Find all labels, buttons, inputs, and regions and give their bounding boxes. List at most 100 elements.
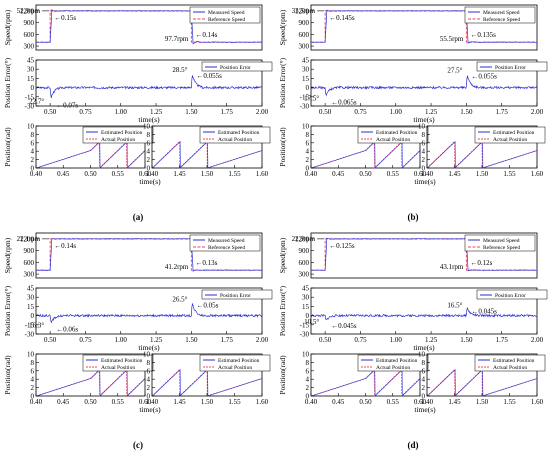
error-settle-1-label: ←0.07s [56,102,78,110]
position-right-y-tick-label: 6 [147,367,151,375]
error-legend-label: Position Error [220,65,251,71]
position-left-x-tick-label: 0.45 [57,170,70,178]
position-right-x-tick-label: 1.50 [476,398,489,406]
error-legend-label: Position Error [495,293,526,299]
error-peak-2-label: 26.5° [172,295,187,303]
speed-axes [310,4,538,51]
speed-legend-label: Measured Speed [483,238,520,244]
error-peak-2-label: 16.5° [447,301,462,309]
position-left-legend-label: Actual Position [376,365,410,371]
position-left-actual-line [310,368,421,397]
position-right-x-tick-label: 1.45 [448,170,461,178]
position-ylabel: Position(rad) [3,355,12,395]
position-left-estimated-line [311,369,421,397]
position-right-x-tick-label: 1.45 [448,398,461,406]
position-left-y-tick-label: 4 [31,376,35,384]
speed-y-tick-label: 300 [24,43,35,51]
error-peak-2-label: 28.5° [172,66,187,74]
speed-overshoot-down-label: 41.2rpm [165,263,189,271]
position-right-legend-label: Estimated Position [218,130,260,136]
position-right-estimated-line [152,140,263,169]
speed-overshoot-up-label: 33.5rpm [292,7,316,15]
position-right-x-tick-label: 1.55 [228,398,241,406]
position-right-y-tick-label: 6 [422,139,426,147]
speed-y-tick-label: 900 [299,247,310,255]
position-right-y-tick-label: 0 [422,165,426,173]
speed-legend-box [464,234,536,252]
error-peak-1-label: 10.5° [304,318,319,326]
position-left-x-tick-label: 0.55 [112,170,125,178]
speed-ylabel: Speed(rpm) [278,9,287,45]
position-right-y-tick-label: 0 [147,165,151,173]
position-left-y-tick-label: 6 [31,139,35,147]
error-legend-label: Position Error [495,65,526,71]
position-right-y-tick-label: 4 [422,376,426,384]
error-axes [310,59,538,107]
position-left-actual-line [35,368,146,397]
position-right-y-tick-label: 6 [147,139,151,147]
position-left-legend-label: Actual Position [101,365,135,371]
position-left-legend-box [357,126,429,144]
error-x-tick-label: 2.00 [256,108,269,116]
position-left-y-tick-label: 6 [306,139,310,147]
error-y-tick-label: -15 [300,93,310,101]
speed-ylabel: Speed(rpm) [3,237,12,273]
position-right-y-tick-label: 2 [147,384,151,392]
position-left-legend-label: Estimated Position [376,358,418,364]
error-x-tick-label: 1.25 [425,336,438,344]
position-left-actual-line [35,140,146,169]
position-right-legend-box [474,354,546,372]
position-left-y-tick-label: 4 [31,148,35,156]
speed-overshoot-down-label: 97.7rpm [165,35,189,43]
speed-legend-label: Reference Speed [208,16,245,23]
position-left-legend-label: Estimated Position [376,130,418,136]
speed-y-tick-label: 300 [299,43,310,51]
position-left-y-tick-label: 0 [31,393,35,401]
position-left-x-tick-label: 0.60 [414,398,427,406]
speed-settle-down-label: ←0.14s [195,31,217,39]
position-error-line [35,75,263,99]
position-left-x-tick-label: 0.40 [305,170,318,178]
position-left-actual-line [310,140,421,169]
position-left-legend-box [82,126,154,144]
error-x-tick-label: 1.00 [390,336,403,344]
error-legend-label: Position Error [220,293,251,299]
speed-legend-box [189,6,261,24]
error-y-tick-label: -15 [300,321,310,329]
speed-overshoot-down-label: 43.1rpm [440,263,464,271]
error-settle-2-label: ←0.055s [471,73,497,81]
error-x-tick-label: 0.50 [319,336,332,344]
position-right-x-tick-label: 1.50 [476,170,489,178]
position-left-x-tick-label: 0.55 [112,398,125,406]
position-left-y-tick-label: 0 [306,165,310,173]
position-right-y-tick-label: 8 [422,359,426,367]
speed-settle-down-label: ←0.12s [470,259,492,267]
error-peak-1-label: 16.3° [29,322,44,330]
position-right-x-tick-label: 1.55 [503,398,516,406]
panel-caption: (b) [408,212,419,222]
error-ylabel: Position Error(°) [3,285,12,336]
position-left-y-tick-label: 0 [306,393,310,401]
speed-legend-box [189,234,261,252]
error-y-tick-label: 15 [302,75,310,83]
position-right-legend-label: Actual Position [218,365,252,371]
speed-legend-label: Reference Speed [483,244,520,251]
position-left-x-tick-label: 0.50 [84,170,97,178]
position-right-x-tick-label: 1.40 [421,398,434,406]
error-x-tick-label: 1.00 [115,336,128,344]
position-left-legend-label: Actual Position [101,137,135,143]
position-right-legend-label: Estimated Position [493,130,535,136]
speed-y-tick-label: 600 [299,259,310,267]
error-x-tick-label: 0.50 [319,108,332,116]
position-right-y-tick-label: 10 [143,351,151,359]
position-left-x-tick-label: 0.45 [332,170,345,178]
error-y-tick-label: 0 [306,312,310,320]
error-x-tick-label: 0.50 [44,336,57,344]
speed-legend-label: Measured Speed [208,238,245,244]
error-x-tick-label: 0.75 [354,336,367,344]
error-legend-box [201,61,273,72]
position-left-legend-box [82,354,154,372]
position-right-actual-line [151,368,263,397]
error-y-tick-label: -30 [25,331,35,339]
